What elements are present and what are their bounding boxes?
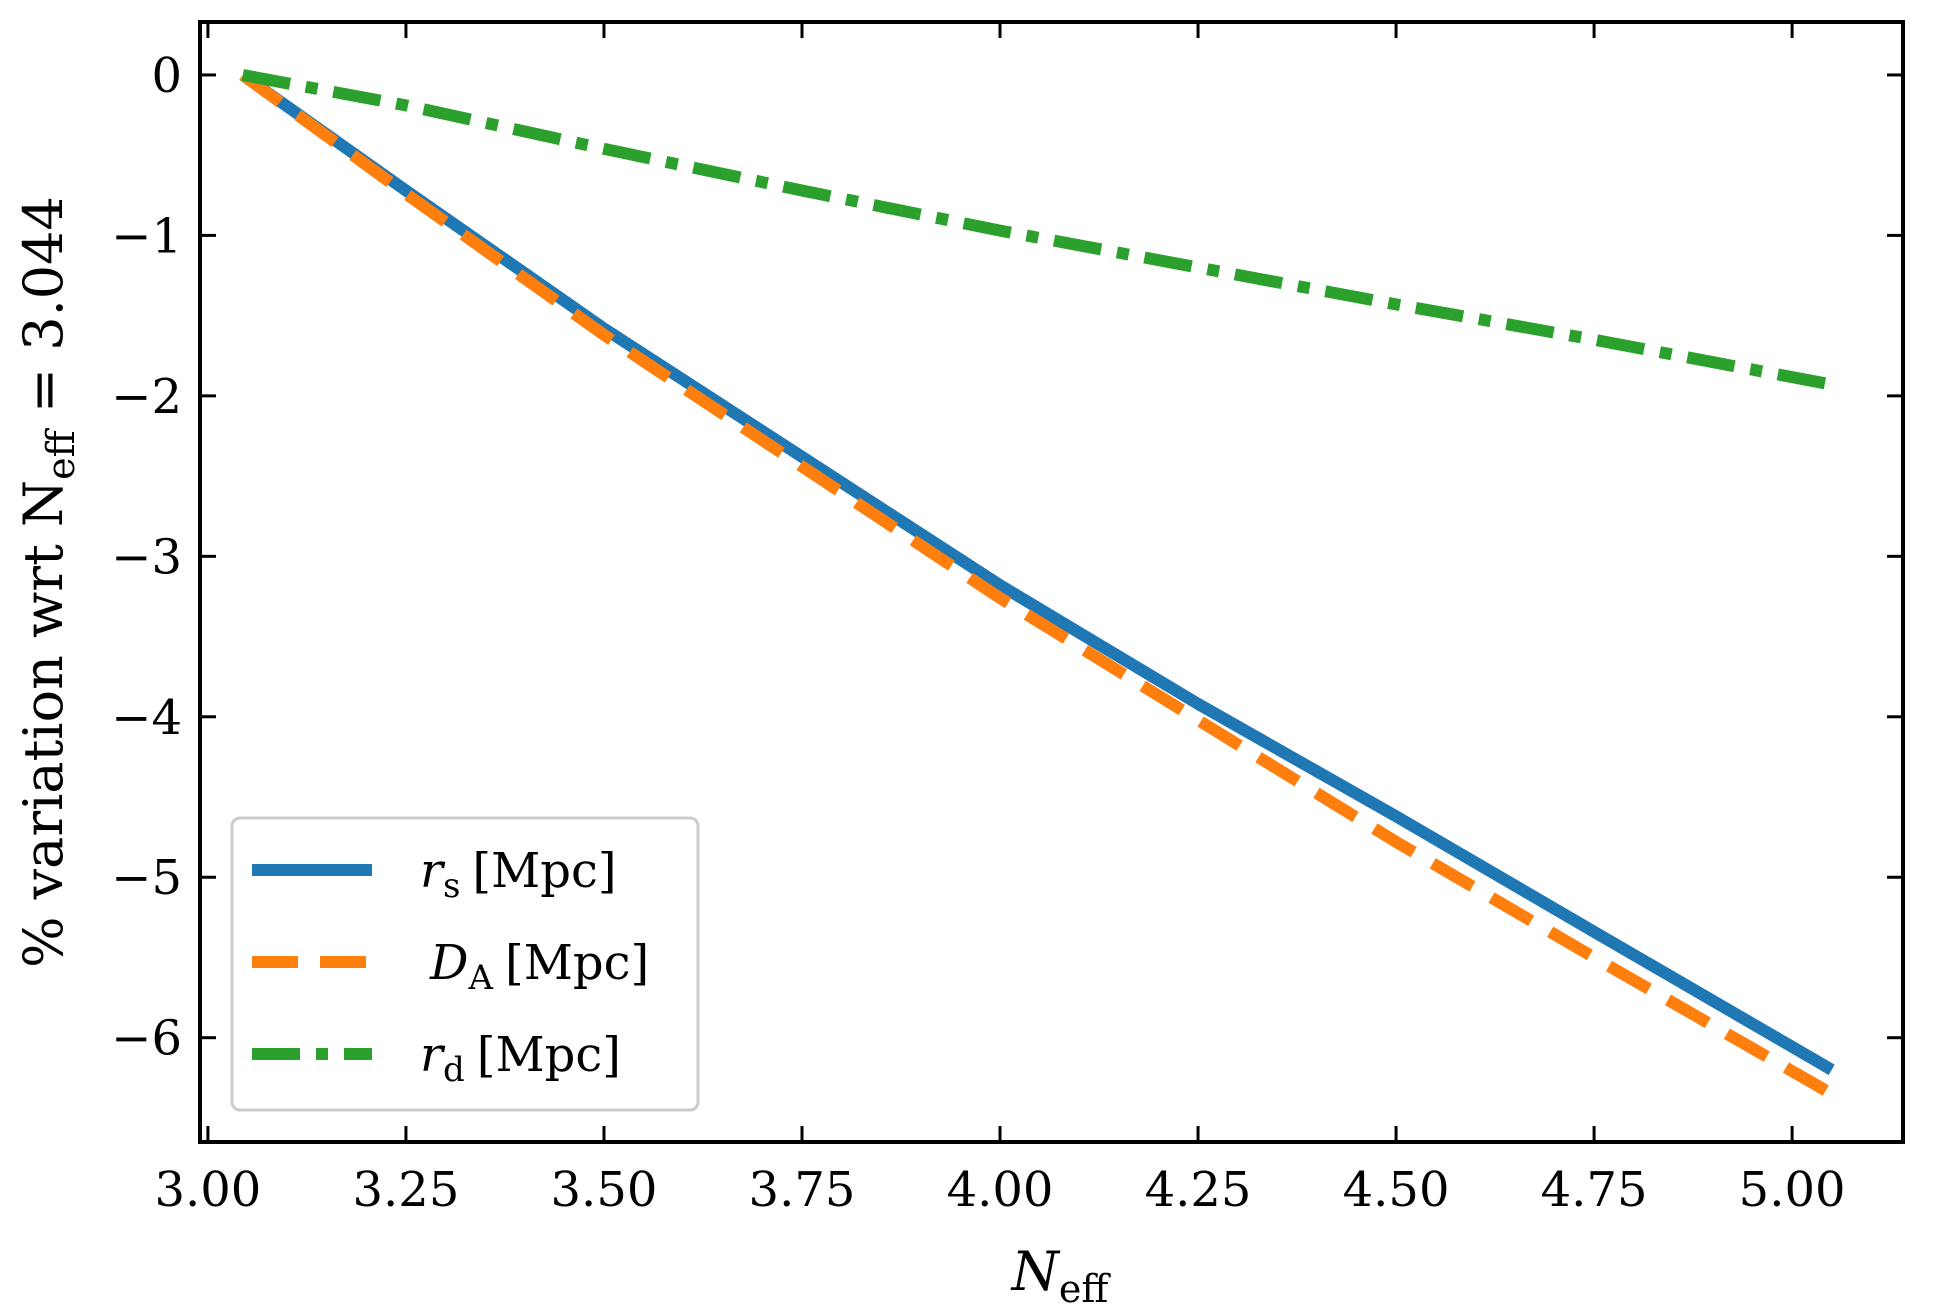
x-tick-label: 3.00 (154, 1162, 261, 1218)
legend-label-rd: rd [Mpc] (420, 1027, 621, 1090)
legend-label-da: DA [Mpc] (429, 935, 649, 998)
x-tick-label: 3.50 (551, 1162, 658, 1218)
tick-layer: 3.00 3.25 3.50 3.75 4.00 4.25 4.50 4.75 5.00 0 −1 −… (111, 22, 1903, 1218)
legend: rs [Mpc] DA [Mpc] rd [Mpc] (230, 816, 700, 1112)
x-tick-label: 4.50 (1343, 1162, 1450, 1218)
plot-frame (198, 20, 1905, 1144)
x-axis-label: Neff (1010, 1240, 1112, 1310)
x-tick-label: 4.25 (1145, 1162, 1252, 1218)
y-tick-label: −3 (111, 529, 182, 585)
y-tick-label: 0 (151, 48, 182, 104)
y-tick-label: −5 (111, 850, 182, 906)
y-tick-label: −2 (111, 369, 182, 425)
x-tick-label: 3.25 (353, 1162, 460, 1218)
x-tick-label: 4.75 (1541, 1162, 1648, 1218)
legend-box (230, 816, 700, 1112)
x-tick-label: 5.00 (1739, 1162, 1846, 1218)
y-tick-label: −1 (111, 208, 182, 264)
x-tick-label: 4.00 (947, 1162, 1054, 1218)
legend-label-rs: rs [Mpc] (420, 843, 617, 906)
y-tick-label: −4 (111, 690, 182, 746)
x-tick-label: 3.75 (749, 1162, 856, 1218)
series-layer (239, 69, 1835, 1100)
series-da-line (239, 70, 1835, 1100)
series-rd-line (241, 69, 1833, 391)
y-axis-label: % variation wrt Neff = 3.044 (12, 196, 83, 968)
y-tick-label: −6 (111, 1011, 182, 1067)
